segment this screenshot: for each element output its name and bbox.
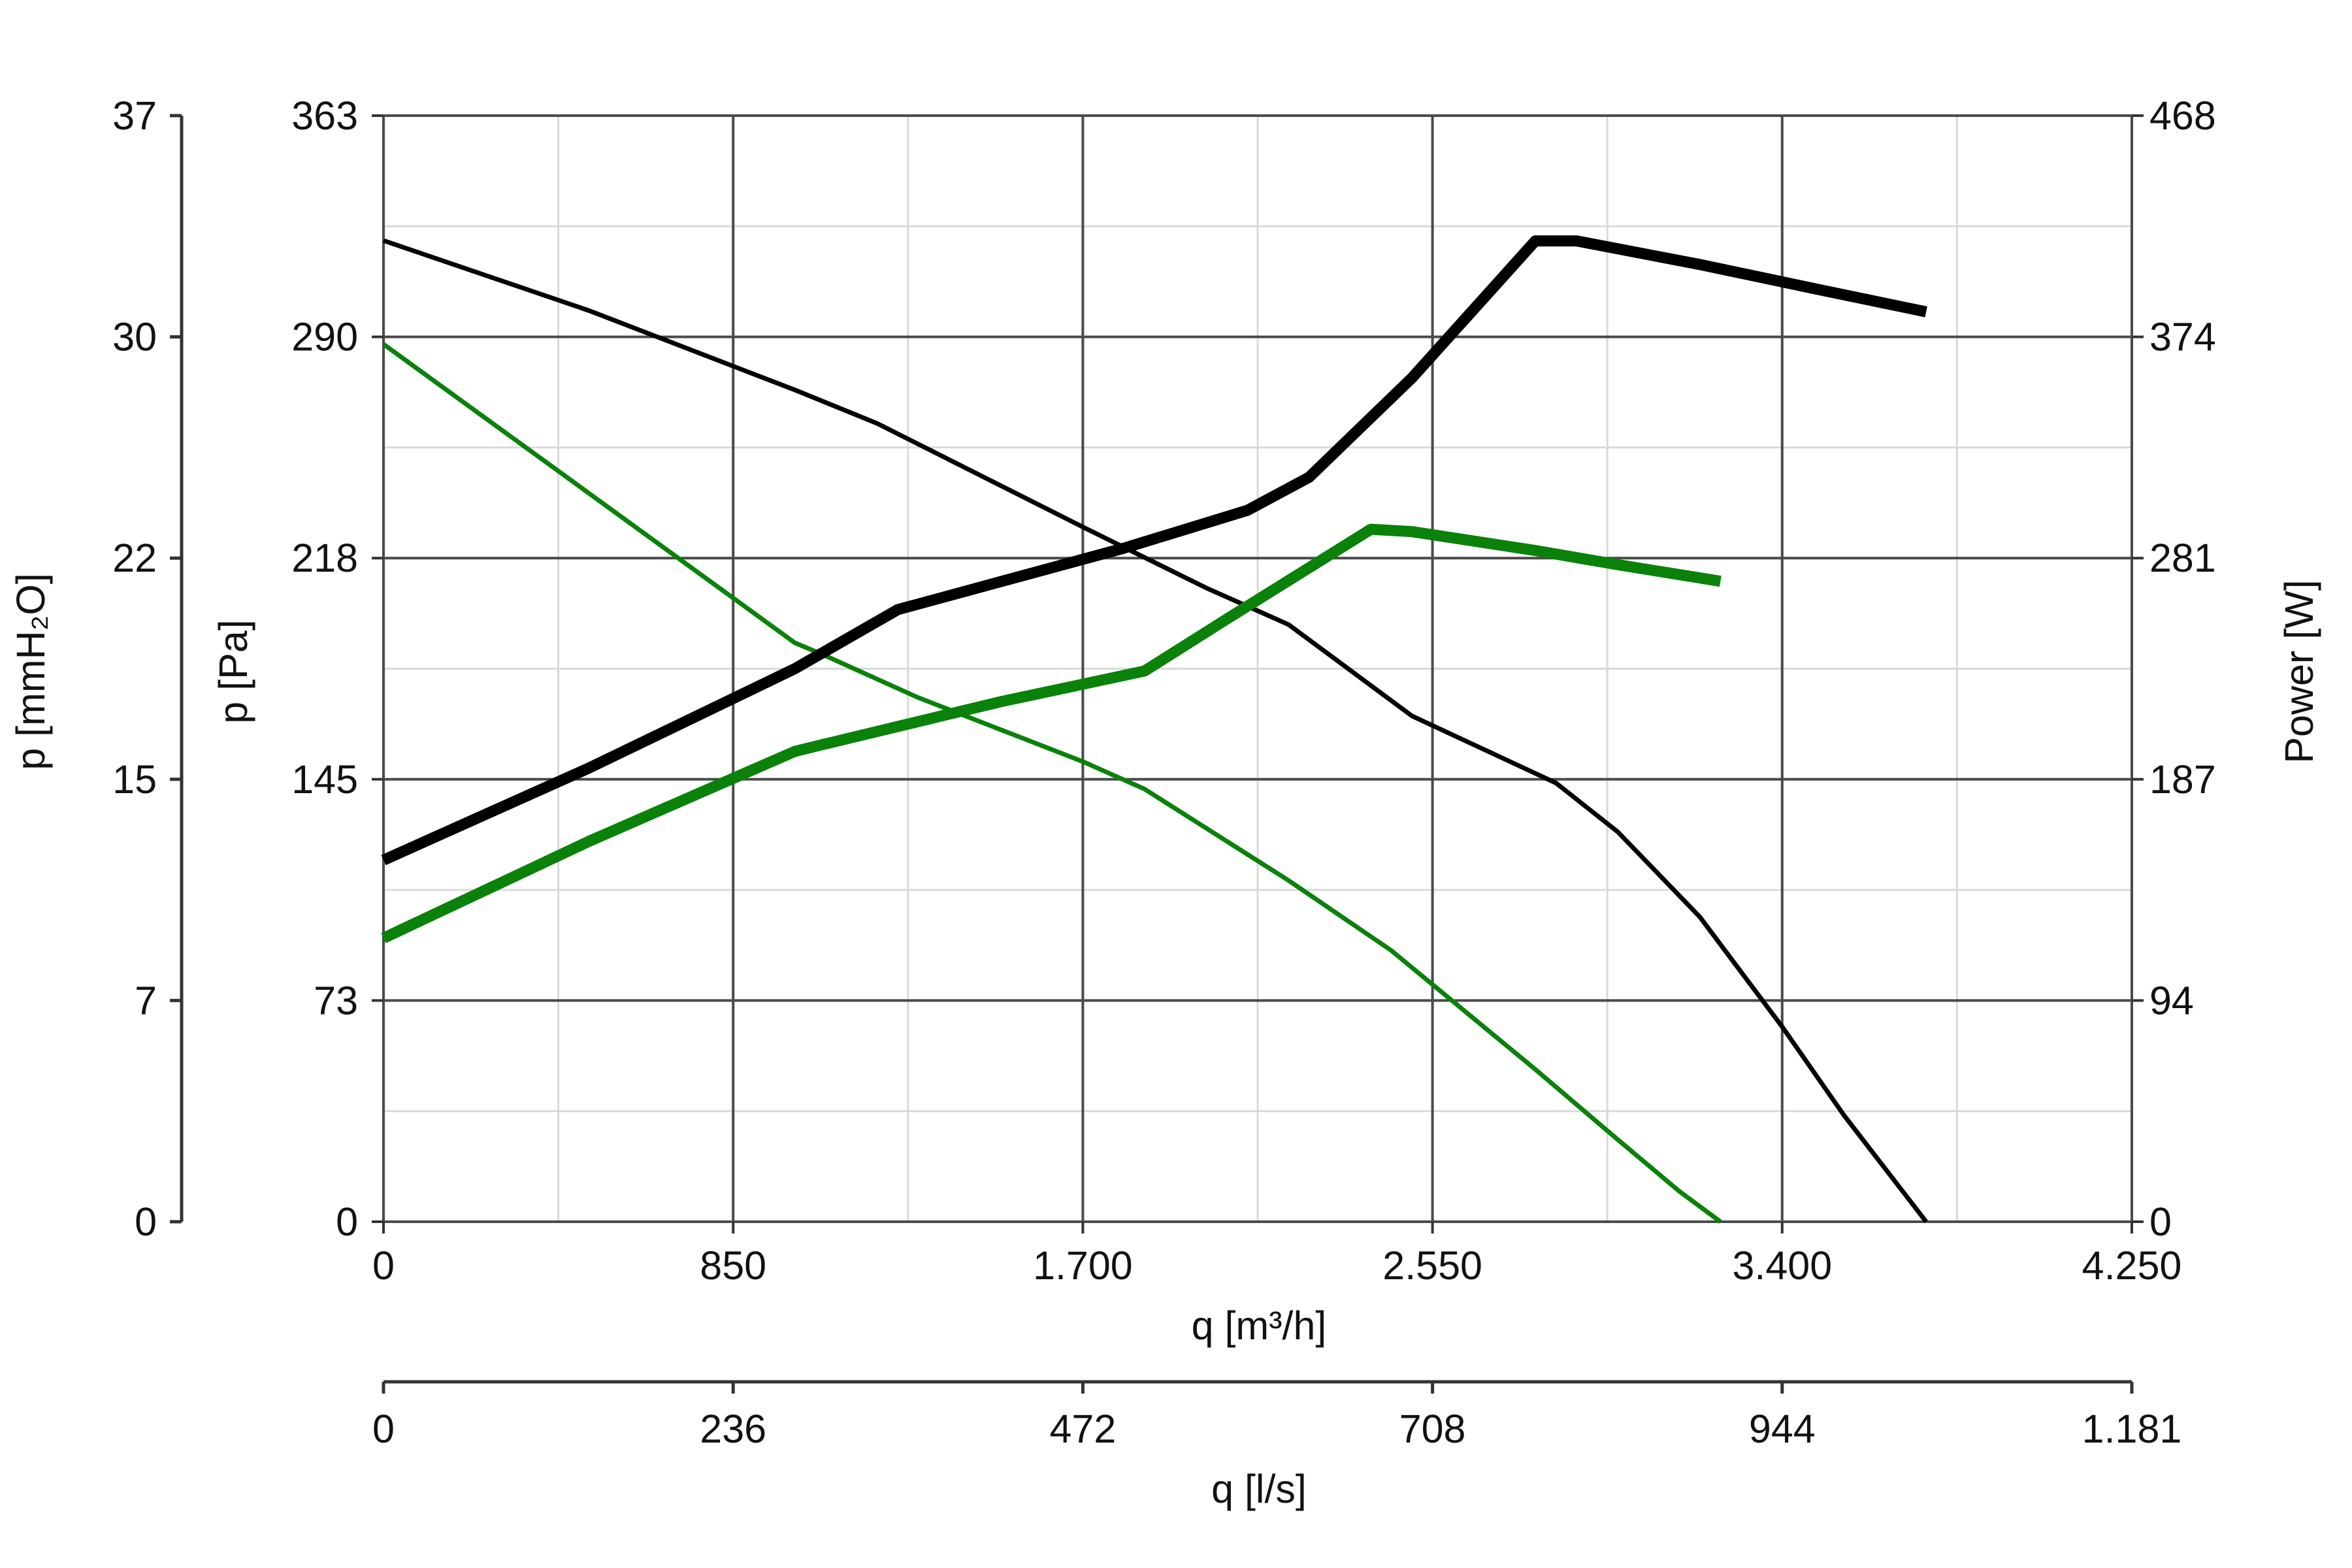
power-curve-green [381,523,1722,943]
x-tick-label-primary: 850 [700,1243,766,1288]
x-tick-label-secondary: 708 [1399,1407,1466,1451]
x-axis-title-primary: q [m³/h] [1192,1303,1327,1348]
grid [382,114,2133,1223]
y-axis-title-mmh2o: p [mmH₂O] [8,573,53,770]
y-tick-label-pa: 73 [314,978,358,1022]
x-tick-label-primary: 3.400 [1732,1243,1832,1288]
y-tick-label-mmh2o: 30 [112,315,157,359]
x-tick-label-primary: 4.250 [2082,1243,2182,1288]
y-axis-title-power: Power [W] [2277,580,2321,763]
x-tick-label-secondary: 0 [372,1407,395,1451]
x-tick-label-primary: 1.700 [1033,1243,1133,1288]
y-tick-label-power: 187 [2149,757,2216,802]
y-tick-label-power: 374 [2149,315,2216,359]
axes [170,114,2144,1394]
y-tick-label-pa: 363 [291,93,358,138]
power-curve-black [381,235,1927,866]
y-tick-label-power: 94 [2149,978,2194,1022]
x-tick-label-secondary: 236 [700,1407,766,1451]
series-layer [381,235,1928,1224]
pressure-curve-black [382,238,1928,1224]
y-tick-label-mmh2o: 37 [112,93,157,138]
y-tick-label-mmh2o: 15 [112,757,157,802]
y-tick-label-mmh2o: 0 [135,1200,157,1244]
y-tick-label-pa: 145 [291,757,358,802]
x-axis-title-secondary: q [l/s] [1211,1467,1307,1511]
x-tick-label-secondary: 472 [1050,1407,1117,1451]
y-tick-label-pa: 218 [291,536,358,580]
y-tick-label-mmh2o: 7 [135,978,157,1022]
x-tick-label-secondary: 1.181 [2082,1407,2182,1451]
y-tick-label-power: 281 [2149,536,2216,580]
y-tick-label-pa: 0 [336,1200,358,1244]
x-tick-label-primary: 0 [372,1243,395,1288]
y-tick-label-pa: 290 [291,315,358,359]
pressure-curve-green [382,342,1722,1224]
y-tick-label-power: 468 [2149,93,2216,138]
y-tick-label-mmh2o: 22 [112,536,157,580]
y-axis-title-pa: p [Pa] [211,619,255,723]
y-tick-label-power: 0 [2149,1200,2172,1244]
x-tick-label-primary: 2.550 [1382,1243,1482,1288]
x-tick-label-secondary: 944 [1749,1407,1816,1451]
